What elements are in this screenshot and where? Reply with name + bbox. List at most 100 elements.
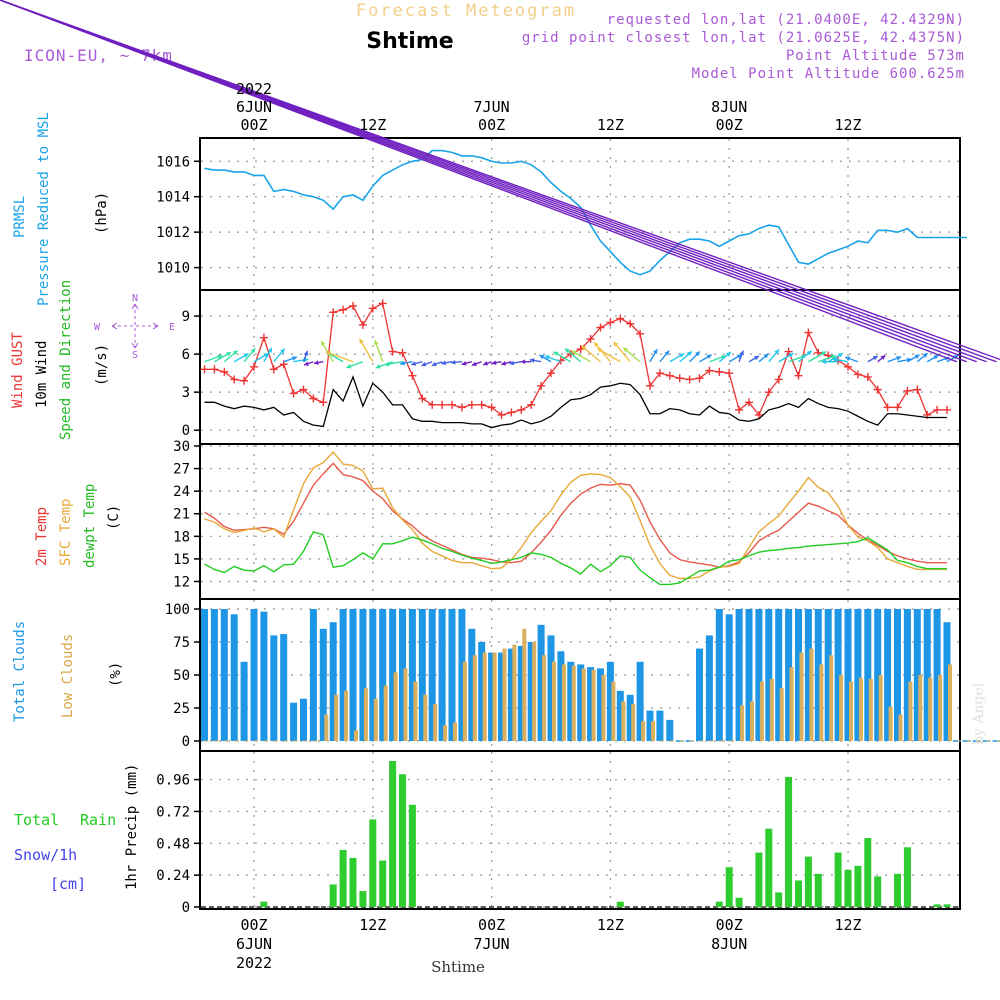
gust-point (725, 369, 734, 378)
total-cloud-bar (240, 661, 248, 741)
y-tick-label: 0.96 (156, 773, 190, 789)
low-cloud-bar (462, 661, 467, 741)
gust-point (220, 367, 229, 376)
low-cloud-bar (908, 681, 913, 741)
pressure-label-1: PRMSL (12, 196, 28, 238)
total-cloud-bar (418, 609, 426, 741)
y-tick-label: 50 (173, 668, 190, 684)
model-altitude: Model Point Altitude 600.625m (692, 66, 965, 82)
dewpt-line (204, 530, 947, 586)
compass-e: E (169, 322, 175, 333)
rain-bar (864, 837, 872, 907)
wind-arrow-head (806, 350, 812, 356)
sfctemp-label: SFC Temp (58, 499, 74, 566)
rain-bar (775, 892, 783, 907)
gust-point (804, 328, 813, 337)
dewpt-label: dewpt Temp (82, 484, 98, 568)
top-time-label: 12Z (359, 116, 386, 134)
gust-point (863, 372, 872, 381)
gust-point (606, 318, 615, 327)
top-time-label: 7JUN (474, 98, 510, 116)
gust-point (259, 333, 268, 342)
y-tick-label: 21 (173, 507, 190, 523)
wind-arrow-head (652, 349, 658, 355)
bottom-time-label: 12Z (597, 916, 624, 934)
top-time-label: 2022 (236, 80, 272, 98)
point-altitude: Point Altitude 573m (786, 48, 965, 64)
wind-arrow-head (914, 354, 920, 360)
gust-point (705, 366, 714, 375)
total-cloud-bar (201, 609, 208, 741)
gust-point (418, 394, 427, 403)
low-cloud-bar (601, 675, 606, 741)
y-tick-label: 1012 (156, 225, 190, 241)
total-cloud-bar (349, 609, 357, 741)
low-cloud-bar (403, 668, 408, 741)
wind-arrow-head (553, 351, 559, 357)
rain-bar (755, 852, 763, 907)
wind-arrow-head (411, 361, 417, 366)
low-cloud-bar (591, 669, 596, 741)
gust-point (794, 371, 803, 380)
total-cloud-bar (616, 690, 624, 741)
cloud-labels: Total Clouds Low Clouds (%) (12, 621, 124, 722)
low-cloud-bar (393, 672, 398, 741)
low-cloud-bar (522, 628, 527, 741)
rain-bar (389, 761, 397, 907)
total-cloud-bar (587, 667, 595, 741)
gust-point (200, 365, 209, 374)
total-cloud-bar (290, 702, 298, 741)
total-cloud-bar (329, 622, 337, 741)
compass-s: S (132, 350, 138, 361)
low-cloud-bar (383, 685, 388, 741)
top-time-label: 00Z (478, 116, 505, 134)
gust-point (527, 400, 536, 409)
gust-point (903, 386, 912, 395)
low-cloud-bar (611, 681, 616, 741)
wind-arrow-head (821, 359, 826, 365)
rain-bar (874, 876, 882, 907)
total-cloud-bar (369, 609, 377, 741)
total-cloud-bar (626, 694, 634, 741)
rain-bar (765, 828, 773, 907)
gust-point (844, 362, 852, 371)
total-cloud-bar (359, 609, 367, 741)
low-clouds-label: Low Clouds (60, 634, 76, 718)
y-tick-label: 1014 (156, 190, 190, 206)
wind-arrow-head (471, 361, 477, 367)
total-cloud-bar (260, 611, 268, 741)
total-cloud-bar (517, 645, 525, 741)
total-cloud-bar (923, 609, 931, 741)
bottom-station-label: Shtime (431, 958, 485, 976)
gust-point (230, 375, 239, 384)
low-cloud-bar (888, 706, 893, 741)
wind-arrow-head (872, 355, 878, 361)
rain-bar (844, 869, 852, 907)
rain-bar (804, 856, 812, 907)
top-time-label: 00Z (716, 116, 743, 134)
y-tick-label: 25 (173, 701, 190, 717)
rain-bar (854, 865, 862, 907)
low-cloud-bar (423, 694, 428, 741)
rain-bar (408, 804, 416, 907)
y-tick-label: 0.72 (156, 804, 190, 820)
y-tick-label: 9 (182, 309, 190, 325)
forecast-title: Forecast Meteogram (356, 1, 576, 21)
total-cloud-bar (715, 609, 723, 741)
rain-bar (369, 819, 377, 907)
gust-point (754, 410, 763, 419)
low-cloud-bar (571, 665, 576, 741)
total-cloud-bar (250, 609, 258, 741)
wind-arrow-head (832, 357, 838, 363)
gust-point (408, 371, 417, 380)
gust-point (438, 400, 447, 409)
wind-arrow (325, 351, 354, 363)
precip-total-label: Total (14, 811, 59, 829)
total-cloud-bar (606, 661, 614, 741)
y-tick-label: 1016 (156, 154, 190, 170)
total-cloud-bar (438, 609, 446, 741)
rain-bar (735, 897, 743, 907)
low-cloud-bar (878, 675, 883, 741)
total-cloud-bar (943, 622, 951, 741)
wind-arrow-head (431, 361, 437, 367)
